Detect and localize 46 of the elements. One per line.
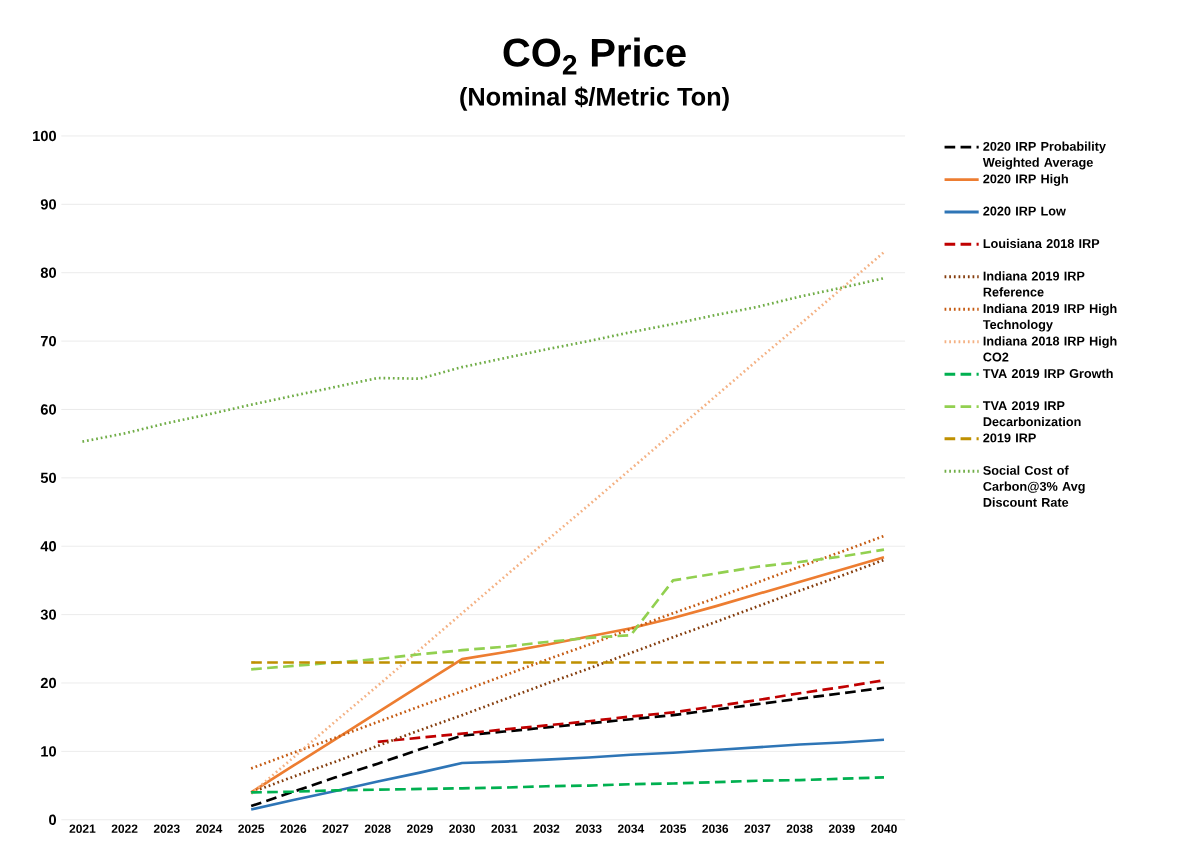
x-tick-label: 2035	[660, 824, 687, 833]
x-tick-label: 2025	[238, 824, 265, 833]
chart-subtitle: (Nominal $/Metric Ton)	[460, 86, 729, 111]
x-tick-label: 2028	[364, 824, 391, 833]
x-tick-label: 2031	[491, 824, 518, 833]
chart-title: CO$_{2}$ Price	[503, 37, 686, 75]
y-tick-label: 30	[40, 609, 57, 620]
legend-label: Indiana 2018 IRP High CO2	[983, 336, 1117, 362]
legend-label: 2020 IRP Probability Weighted Average	[982, 141, 1106, 170]
x-tick-label: 2040	[871, 824, 897, 833]
legend-label: 2019 IRP	[983, 433, 1036, 443]
legend-label: Social Cost of Carbon@3% Avg Discount Rate	[983, 465, 1085, 507]
x-tick-label: 2039	[828, 824, 855, 833]
y-tick-label: 60	[40, 404, 57, 415]
y-tick-label: 80	[40, 267, 57, 278]
line-series	[81, 276, 886, 443]
y-tick-label: 50	[40, 472, 57, 484]
x-tick-label: 2030	[449, 824, 475, 833]
x-tick-label: 2033	[575, 824, 602, 833]
y-tick-label: 20	[40, 677, 57, 689]
x-tick-label: 2032	[533, 824, 560, 833]
x-tick-label: 2034	[617, 824, 645, 833]
legend-label: TVA 2019 IRP Growth	[982, 368, 1113, 378]
x-tick-label: 2022	[111, 824, 138, 833]
y-tick-label: 90	[40, 199, 57, 210]
legend-label: Louisiana 2018 IRP	[983, 238, 1100, 248]
x-tick-label: 2021	[69, 824, 96, 833]
x-tick-label: 2023	[153, 824, 180, 833]
legend-label: 2020 IRP High	[983, 174, 1068, 186]
x-tick-label: 2029	[407, 824, 433, 833]
y-tick-label: 40	[40, 541, 57, 552]
y-tick-label: 70	[40, 335, 57, 347]
legend-label: TVA 2019 IRP Decarbonization	[982, 401, 1081, 427]
legend-label: Indiana 2019 IRP High Technology	[982, 303, 1117, 332]
y-tick-label: 10	[41, 746, 57, 757]
y-tick-label: 0	[49, 814, 57, 825]
x-tick-label: 2038	[786, 824, 813, 833]
x-tick-label: 2037	[744, 824, 771, 833]
x-tick-label: 2036	[702, 824, 729, 833]
x-tick-label: 2026	[280, 824, 307, 833]
y-tick-label: 100	[33, 130, 56, 142]
line-series	[249, 548, 886, 671]
legend-label: Indiana 2019 IRP Reference	[983, 271, 1085, 297]
x-tick-label: 2024	[196, 824, 223, 833]
legend-label: 2020 IRP Low	[983, 206, 1066, 216]
x-tick-label: 2027	[322, 824, 349, 833]
